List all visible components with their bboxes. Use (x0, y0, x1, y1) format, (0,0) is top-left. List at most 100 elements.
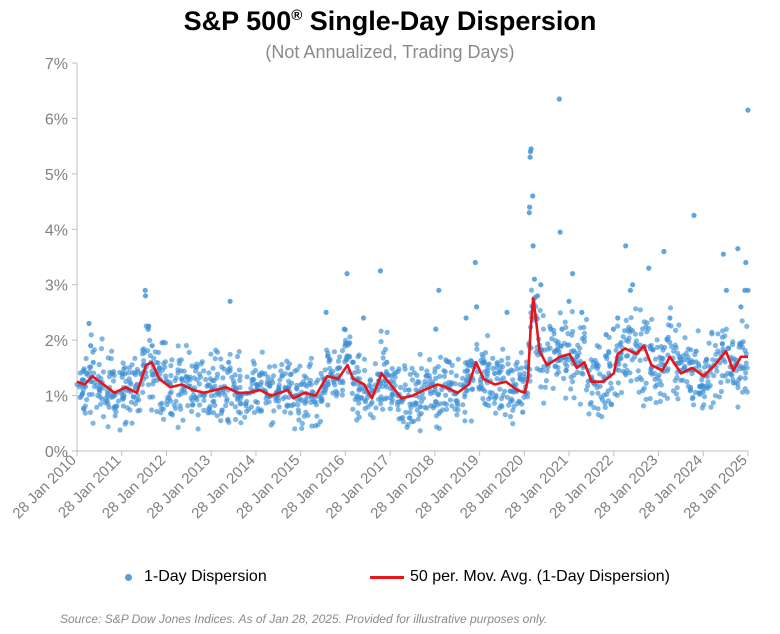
legend-dot-icon (125, 573, 132, 581)
dispersion-point (79, 377, 85, 383)
dispersion-point (411, 418, 417, 424)
dispersion-point (732, 380, 738, 386)
dispersion-point (718, 379, 724, 385)
dispersion-point (658, 382, 665, 388)
dispersion-point (201, 397, 207, 403)
dispersion-point (492, 370, 498, 376)
dispersion-point (191, 392, 197, 398)
dispersion-point (351, 381, 357, 387)
dispersion-point (540, 313, 546, 319)
dispersion-point (643, 380, 649, 386)
dispersion-point (695, 328, 701, 334)
dispersion-point (194, 377, 200, 383)
dispersion-point (550, 385, 556, 391)
legend-line-icon (370, 575, 404, 579)
dispersion-point (442, 369, 448, 375)
dispersion-point (537, 367, 543, 373)
dispersion-point (278, 368, 284, 374)
dispersion-point (701, 394, 708, 400)
dispersion-point (462, 360, 469, 366)
dispersion-point (411, 370, 417, 376)
dispersion-point (736, 377, 742, 383)
dispersion-point (660, 355, 666, 362)
dispersion-point (149, 343, 155, 349)
dispersion-point (194, 361, 200, 367)
dispersion-point (219, 408, 225, 414)
dispersion-point (96, 386, 102, 392)
dispersion-point (140, 389, 146, 395)
dispersion-point (105, 401, 111, 407)
dispersion-point (453, 373, 459, 379)
dispersion-point (155, 349, 162, 355)
dispersion-point (605, 348, 612, 355)
dispersion-point (183, 342, 189, 349)
dispersion-point (417, 428, 423, 434)
dispersion-point (82, 410, 88, 416)
dispersion-point (723, 326, 730, 332)
dispersion-point (229, 374, 235, 380)
dispersion-point (648, 367, 654, 373)
dispersion-point (417, 404, 423, 410)
dispersion-point (455, 356, 461, 362)
dispersion-point (168, 398, 174, 404)
dispersion-point (712, 342, 719, 349)
dispersion-point (252, 409, 258, 416)
dispersion-point (722, 333, 728, 339)
dispersion-point (370, 415, 376, 421)
dispersion-point (705, 379, 711, 385)
dispersion-point (613, 347, 619, 353)
dispersion-point (504, 309, 510, 315)
dispersion-point (99, 336, 105, 342)
dispersion-point (109, 348, 115, 354)
dispersion-point (552, 349, 558, 355)
dispersion-point (87, 409, 93, 415)
dispersion-point (585, 383, 591, 389)
y-tick-label: 0% (45, 444, 68, 461)
dispersion-point (549, 336, 555, 342)
dispersion-point (84, 397, 90, 403)
dispersion-point (295, 402, 301, 408)
dispersion-point (557, 310, 563, 316)
dispersion-point (637, 357, 643, 363)
dispersion-point (616, 367, 622, 373)
dispersion-point (521, 370, 527, 376)
dispersion-point (403, 409, 409, 415)
dispersion-point (226, 367, 232, 373)
dispersion-point (735, 385, 741, 391)
dispersion-point (433, 326, 439, 332)
dispersion-point (389, 366, 395, 372)
dispersion-point (402, 366, 408, 372)
dispersion-point (354, 417, 360, 423)
dispersion-point (380, 355, 386, 361)
dispersion-point (710, 400, 716, 406)
dispersion-point (547, 345, 553, 351)
dispersion-point (510, 407, 516, 413)
dispersion-point (90, 359, 96, 365)
dispersion-point (129, 370, 136, 376)
dispersion-point (248, 404, 255, 410)
dispersion-point (743, 370, 749, 376)
dispersion-point (725, 378, 731, 384)
dispersion-point (562, 360, 568, 366)
dispersion-point (538, 282, 544, 288)
legend: 1-Day Dispersion 50 per. Mov. Avg. (1-Da… (0, 568, 780, 594)
dispersion-point (528, 146, 534, 152)
dispersion-point (505, 355, 511, 361)
dispersion-point (424, 405, 430, 411)
dispersion-points (74, 96, 751, 434)
dispersion-point (595, 406, 601, 412)
dispersion-point (119, 371, 125, 377)
dispersion-point (608, 402, 615, 408)
dispersion-point (527, 154, 533, 160)
dispersion-point (641, 319, 647, 325)
dispersion-point (400, 414, 406, 421)
dispersion-point (472, 259, 478, 266)
dispersion-point (91, 379, 98, 385)
dispersion-point (485, 362, 491, 368)
dispersion-point (285, 365, 291, 371)
dispersion-point (742, 375, 748, 381)
dispersion-point (400, 419, 406, 425)
dispersion-point (252, 367, 259, 374)
dispersion-point (406, 415, 412, 421)
dispersion-point (462, 368, 468, 374)
